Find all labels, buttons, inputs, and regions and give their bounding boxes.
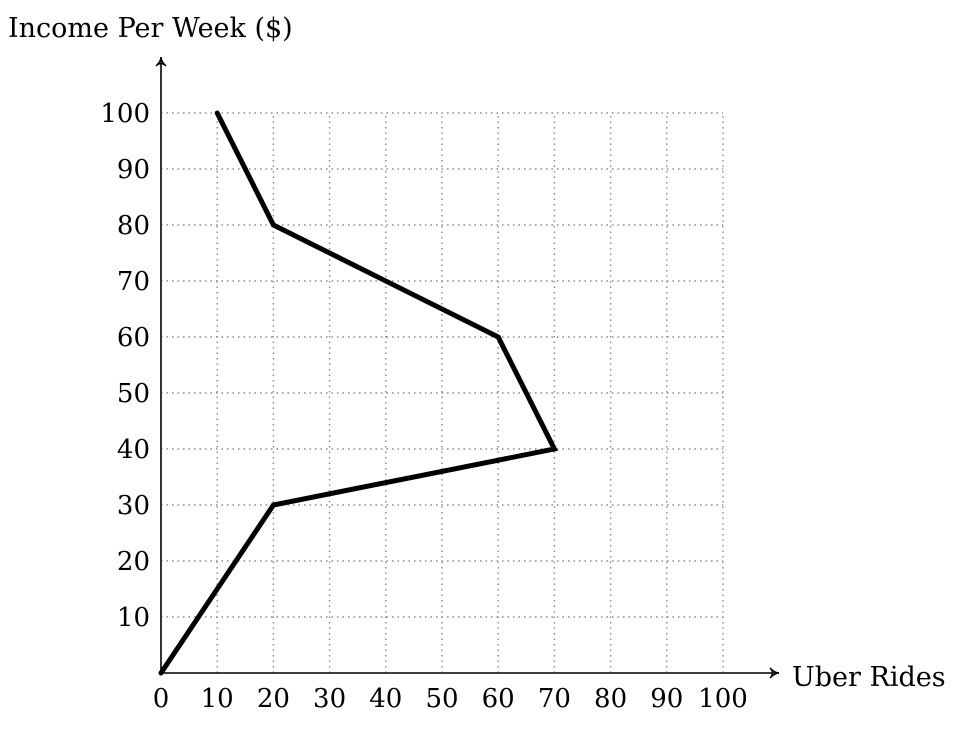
y-tick-label: 100 xyxy=(100,99,150,129)
x-tick-label: 80 xyxy=(594,684,627,714)
data-series xyxy=(158,110,559,676)
y-tick-label: 70 xyxy=(117,267,150,297)
y-tick-label: 40 xyxy=(117,435,150,465)
y-tick-label: 90 xyxy=(117,155,150,185)
y-tick-label: 10 xyxy=(117,603,150,633)
y-tick-label: 50 xyxy=(117,379,150,409)
x-tick-label: 90 xyxy=(650,684,683,714)
x-tick-label: 0 xyxy=(153,684,170,714)
y-tick-label: 60 xyxy=(117,323,150,353)
y-axis-label: Income Per Week ($) xyxy=(8,13,293,44)
x-axis-label: Uber Rides xyxy=(792,662,946,693)
x-tick-label: 60 xyxy=(482,684,515,714)
y-tick-label: 30 xyxy=(117,491,150,521)
y-tick-label: 20 xyxy=(117,547,150,577)
x-tick-label: 20 xyxy=(257,684,290,714)
x-tick-label: 100 xyxy=(698,684,748,714)
series-line xyxy=(158,110,559,676)
grid xyxy=(161,112,724,673)
x-tick-label: 30 xyxy=(313,684,346,714)
x-tick-label: 50 xyxy=(425,684,458,714)
x-tick-label: 10 xyxy=(201,684,234,714)
x-tick-label: 40 xyxy=(369,684,402,714)
tick-labels: 0 10 20 30 40 50 60 70 80 90 100 10 20 30 40 50 60 70 80 90… xyxy=(100,99,747,714)
x-tick-label: 70 xyxy=(538,684,571,714)
axes xyxy=(155,56,780,679)
y-tick-label: 80 xyxy=(117,211,150,241)
